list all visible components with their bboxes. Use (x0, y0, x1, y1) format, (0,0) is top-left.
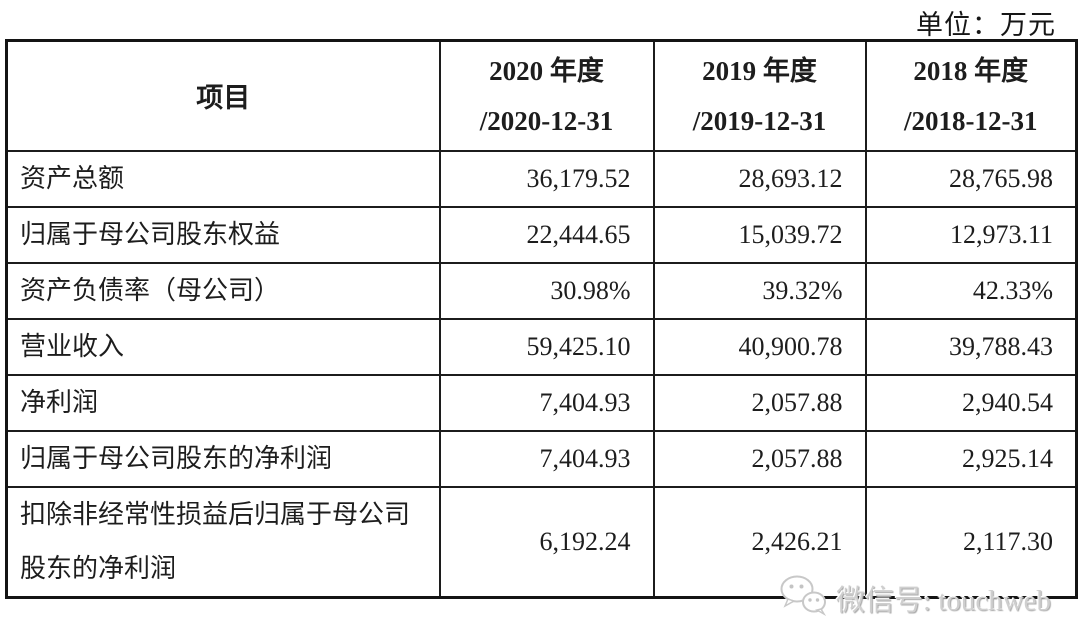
header-row: 项目 2020 年度 /2020-12-31 2019 年度 /2019-12-… (5, 39, 1078, 152)
table-cell: 2,117.30 (864, 485, 1078, 598)
column-header-item: 项目 (5, 39, 441, 152)
period-date-label: /2019-12-31 (692, 105, 827, 136)
table-cell: 7,404.93 (438, 373, 655, 432)
table-cell: 28,765.98 (864, 149, 1078, 208)
column-header-2019: 2019 年度 /2019-12-31 (652, 39, 867, 152)
unit-label: 单位：万元 (916, 10, 1056, 40)
table-cell: 28,693.12 (652, 149, 867, 208)
row-label: 归属于母公司股东的净利润 (5, 429, 441, 488)
table-cell: 39,788.43 (864, 317, 1078, 376)
table-cell: 2,057.88 (652, 373, 867, 432)
table-cell: 42.33% (864, 261, 1078, 320)
table-cell: 36,179.52 (438, 149, 655, 208)
table-row-deducted-net-profit: 扣除非经常性损益后归属于母公司股东的净利润 6,192.24 2,426.21 … (5, 485, 1078, 598)
table-row-parent-net-profit: 归属于母公司股东的净利润 7,404.93 2,057.88 2,925.14 (5, 429, 1078, 488)
row-label: 归属于母公司股东权益 (5, 205, 441, 264)
table-cell: 6,192.24 (438, 485, 655, 598)
period-year-label: 2020 年度 (489, 55, 604, 86)
table-row-parent-equity: 归属于母公司股东权益 22,444.65 15,039.72 12,973.11 (5, 205, 1078, 264)
row-label: 扣除非经常性损益后归属于母公司股东的净利润 (5, 485, 441, 598)
column-header-2020: 2020 年度 /2020-12-31 (438, 39, 655, 152)
table-cell: 39.32% (652, 261, 867, 320)
row-label: 净利润 (5, 373, 441, 432)
table-cell: 15,039.72 (652, 205, 867, 264)
watermark: 微信号: touchweb (778, 574, 1051, 621)
watermark-text: 微信号: touchweb (836, 584, 1052, 617)
period-year-label: 2019 年度 (702, 55, 817, 86)
table-cell: 59,425.10 (438, 317, 655, 376)
table-row-debt-ratio: 资产负债率（母公司） 30.98% 39.32% 42.33% (5, 261, 1078, 320)
row-label: 资产总额 (5, 149, 441, 208)
table-cell: 2,925.14 (864, 429, 1078, 488)
row-label: 资产负债率（母公司） (5, 261, 441, 320)
table-cell: 22,444.65 (438, 205, 655, 264)
wechat-icon (778, 574, 828, 621)
table-cell: 30.98% (438, 261, 655, 320)
table-row-revenue: 营业收入 59,425.10 40,900.78 39,788.43 (5, 317, 1078, 376)
column-header-2018: 2018 年度 /2018-12-31 (864, 39, 1078, 152)
table-cell: 2,940.54 (864, 373, 1078, 432)
row-label: 营业收入 (5, 317, 441, 376)
period-date-label: /2018-12-31 (904, 105, 1038, 136)
table-cell: 40,900.78 (652, 317, 867, 376)
table-cell: 2,057.88 (652, 429, 867, 488)
financial-summary-table: 项目 2020 年度 /2020-12-31 2019 年度 /2019-12-… (5, 39, 1078, 599)
period-date-label: /2020-12-31 (479, 105, 614, 136)
table-row-net-profit: 净利润 7,404.93 2,057.88 2,940.54 (5, 373, 1078, 432)
period-year-label: 2018 年度 (913, 55, 1029, 86)
table-cell: 7,404.93 (438, 429, 655, 488)
table-cell: 12,973.11 (864, 205, 1078, 264)
table-cell: 2,426.21 (652, 485, 867, 598)
table-row-total-assets: 资产总额 36,179.52 28,693.12 28,765.98 (5, 149, 1078, 208)
